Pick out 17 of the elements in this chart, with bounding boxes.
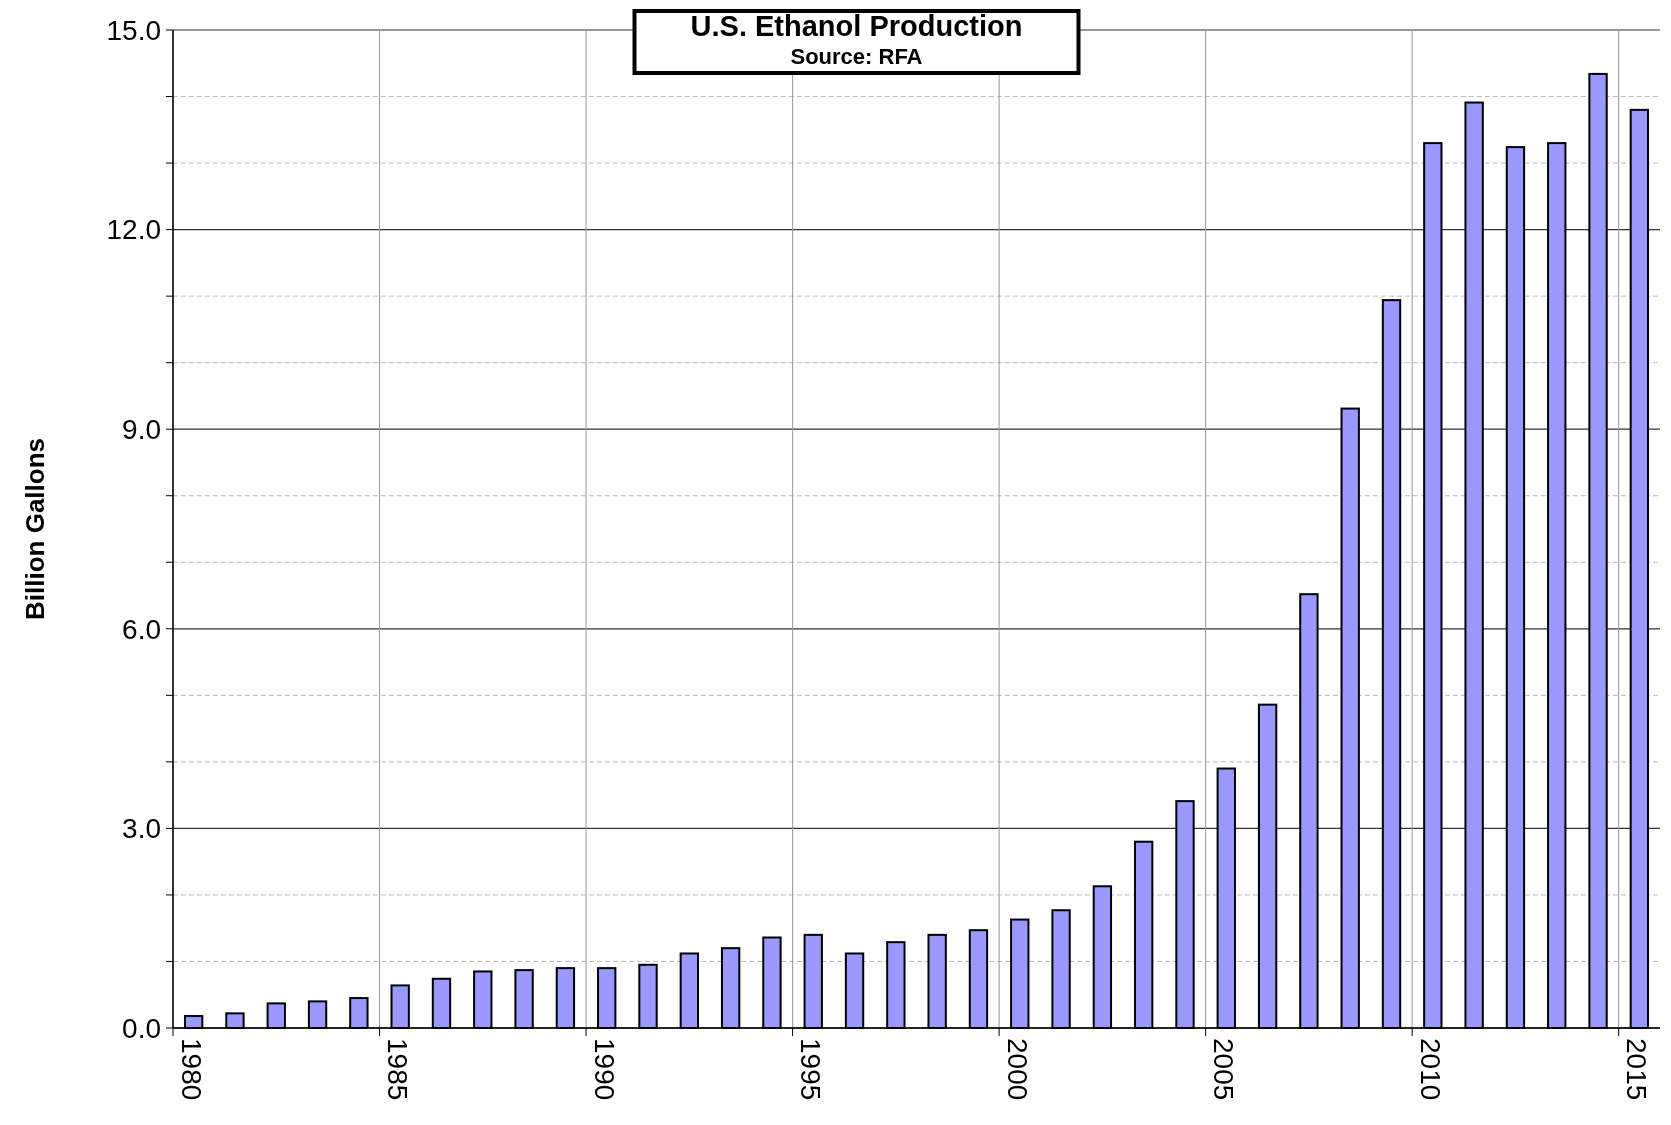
y-tick-label: 3.0 bbox=[122, 813, 161, 845]
x-tick-label: 2015 bbox=[1621, 1038, 1653, 1101]
x-tick-label: 2000 bbox=[1001, 1038, 1033, 1101]
x-tick-label: 1990 bbox=[588, 1038, 620, 1101]
x-tick-label: 2010 bbox=[1414, 1038, 1446, 1101]
y-axis-title: Billion Gallons bbox=[20, 437, 50, 621]
y-tick-label: 6.0 bbox=[122, 613, 161, 645]
y-tick-label: 15.0 bbox=[106, 14, 161, 46]
text: Source: RFA bbox=[790, 44, 923, 69]
x-tick-label: 2005 bbox=[1208, 1038, 1240, 1101]
y-tick-label: 12.0 bbox=[106, 214, 161, 246]
x-tick-label: 1995 bbox=[795, 1038, 827, 1101]
y-tick-label: 0.0 bbox=[122, 1012, 161, 1044]
x-tick-label: 1985 bbox=[382, 1038, 414, 1101]
y-tick-label: 9.0 bbox=[122, 414, 161, 445]
x-tick-label: 1980 bbox=[175, 1038, 207, 1101]
chart-title: U.S. Ethanol Production bbox=[690, 10, 1023, 42]
